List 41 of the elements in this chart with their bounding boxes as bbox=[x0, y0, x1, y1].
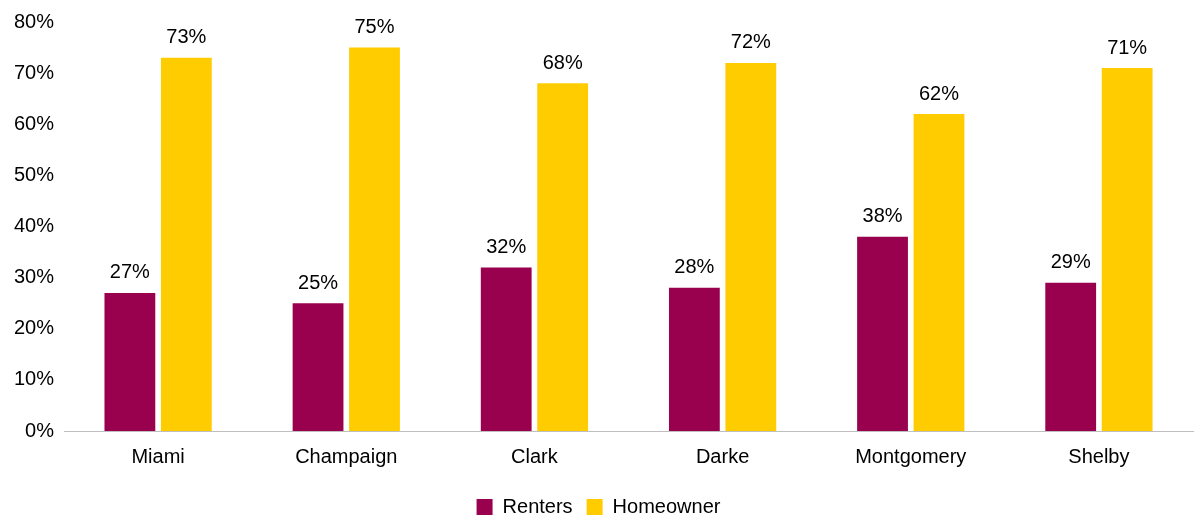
data-label: 29% bbox=[1050, 250, 1091, 273]
data-label: 73% bbox=[166, 25, 207, 48]
x-tick-label: Miami bbox=[131, 444, 185, 467]
y-tick-label: 50% bbox=[14, 162, 55, 185]
data-label: 32% bbox=[486, 234, 527, 257]
bar bbox=[725, 62, 777, 431]
bar bbox=[1045, 282, 1097, 431]
bar bbox=[104, 292, 156, 431]
x-tick-label: Montgomery bbox=[855, 444, 967, 467]
bar bbox=[480, 267, 532, 431]
data-label: 25% bbox=[298, 270, 339, 293]
y-tick-label: 20% bbox=[14, 316, 55, 339]
data-label: 38% bbox=[862, 204, 903, 227]
bar bbox=[1101, 68, 1153, 431]
bar bbox=[349, 47, 400, 431]
bar bbox=[668, 287, 720, 431]
data-label: 75% bbox=[354, 15, 395, 38]
y-tick-label: 10% bbox=[14, 367, 55, 390]
x-tick-label: Shelby bbox=[1068, 444, 1130, 467]
y-tick-label: 0% bbox=[25, 418, 55, 441]
data-label: 28% bbox=[674, 255, 715, 278]
bar bbox=[160, 57, 212, 431]
data-label: 27% bbox=[109, 260, 151, 283]
y-tick-label: 30% bbox=[14, 265, 55, 288]
y-tick-label: 80% bbox=[14, 9, 55, 32]
y-tick-label: 70% bbox=[14, 60, 55, 83]
x-tick-label: Darke bbox=[695, 444, 750, 467]
x-tick-label: Champaign bbox=[295, 444, 398, 467]
x-tick-label: Clark bbox=[511, 444, 559, 467]
y-tick-label: 40% bbox=[14, 214, 55, 237]
data-label: 62% bbox=[918, 81, 960, 104]
legend-label: Renters bbox=[502, 494, 573, 517]
bar bbox=[857, 236, 908, 431]
bar bbox=[913, 114, 965, 431]
data-label: 72% bbox=[730, 30, 772, 53]
data-label: 68% bbox=[542, 50, 583, 73]
bar bbox=[537, 83, 589, 431]
y-tick-label: 60% bbox=[14, 111, 55, 134]
data-label: 71% bbox=[1107, 35, 1148, 58]
bar bbox=[292, 303, 344, 431]
legend-label: Homeowner bbox=[612, 494, 721, 517]
